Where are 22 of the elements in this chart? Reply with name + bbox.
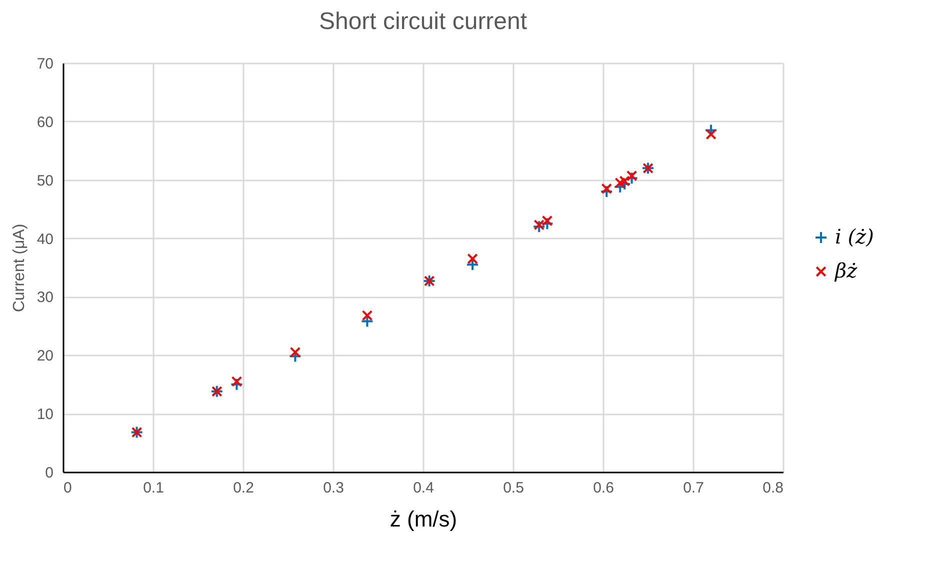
- y-tick-label: 70: [36, 56, 54, 72]
- y-tick-label: 10: [36, 406, 54, 424]
- x-tick-label: 0.2: [233, 480, 254, 496]
- x-tick-label: 0.3: [323, 480, 344, 496]
- x-tick-label: 0.6: [593, 480, 614, 496]
- x-tick-label: 0.4: [413, 480, 434, 496]
- y-tick-label: 0: [45, 464, 54, 482]
- x-tick-label: 0.5: [503, 480, 524, 496]
- x-axis-title: ż (m/s): [390, 506, 458, 532]
- y-tick-label: 30: [36, 289, 54, 306]
- legend-label: i (ż): [835, 224, 874, 248]
- x-tick-label: 0.7: [683, 480, 704, 496]
- y-tick-label: 40: [36, 230, 54, 248]
- x-tick-label: 0: [64, 480, 72, 496]
- y-tick-label: 60: [36, 114, 54, 131]
- x-tick-label: 0.8: [762, 480, 784, 496]
- y-tick-label: 50: [36, 172, 54, 190]
- y-tick-label: 20: [36, 348, 54, 365]
- chart-title: Short circuit current: [318, 8, 528, 35]
- y-axis-title: Current (μA): [10, 224, 28, 312]
- legend-label: βż: [834, 258, 858, 282]
- x-tick-label: 0.1: [143, 480, 164, 496]
